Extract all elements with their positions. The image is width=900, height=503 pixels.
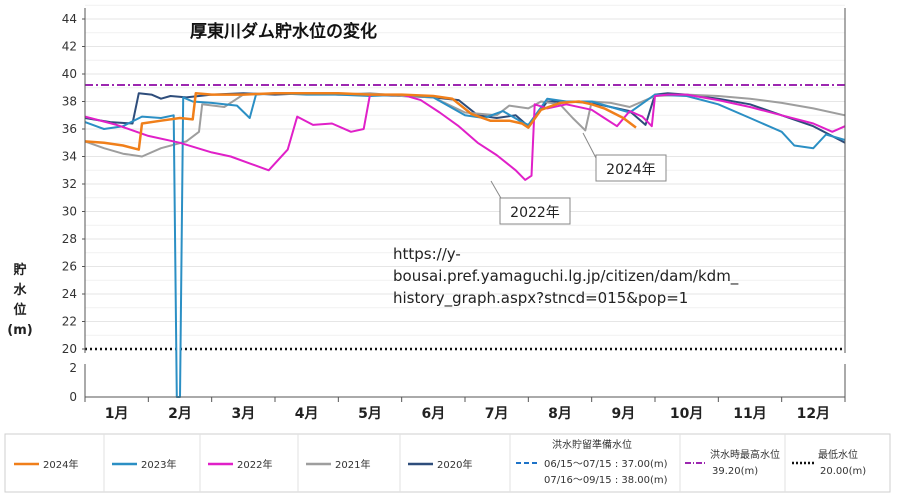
svg-text:20.00(m): 20.00(m): [820, 466, 866, 477]
month-label: 1月: [105, 406, 129, 422]
y-tick-label: 32: [62, 177, 77, 191]
grid-layer: [85, 4, 845, 336]
month-label: 6月: [421, 406, 445, 422]
source-url-line: https://y-: [393, 245, 461, 263]
callout-2022-label: 2022年: [510, 205, 560, 221]
callout-2022: 2022年: [490, 180, 571, 225]
y-tick-label: 24: [62, 287, 77, 301]
legend-item-2020: 2020年: [408, 458, 472, 471]
month-label: 3月: [231, 406, 255, 422]
y-tick-label: 38: [62, 95, 77, 109]
series-line: [84, 92, 846, 144]
y-axis-label-char: 貯: [13, 262, 26, 278]
svg-text:2021年: 2021年: [335, 458, 370, 471]
y-tick-label-lower: 2: [69, 361, 77, 375]
source-url: https://y- bousai.pref.yamaguchi.lg.jp/c…: [393, 245, 739, 308]
axes: 20 22 24 26 28 30 32 34 36 38 40 42 44 0 2 1月 2月 3月 4月 5月 6月…: [62, 8, 846, 422]
legend-item-min-level: 最低水位 20.00(m): [792, 448, 866, 477]
series-line: [84, 91, 637, 151]
svg-text:2023年: 2023年: [141, 458, 176, 471]
svg-text:洪水貯留準備水位: 洪水貯留準備水位: [552, 438, 632, 451]
svg-text:39.20(m): 39.20(m): [712, 466, 758, 477]
legend: 2024年 2023年 2022年 2021年 2020年 洪水貯留準備水位 0…: [4, 433, 891, 493]
reference-lines: [85, 84, 845, 351]
series-lines: [84, 91, 846, 398]
y-tick-label: 36: [62, 122, 77, 136]
y-tick-label: 22: [62, 315, 77, 329]
legend-box: [4, 433, 891, 493]
source-url-line: bousai.pref.yamaguchi.lg.jp/citizen/dam/…: [393, 267, 739, 286]
svg-text:2022年: 2022年: [237, 458, 272, 471]
legend-item-2024: 2024年: [14, 458, 78, 471]
y-tick-label: 26: [62, 260, 77, 274]
legend-item-2021: 2021年: [306, 458, 370, 471]
month-label: 5月: [358, 406, 382, 422]
y-tick-label: 44: [62, 12, 77, 26]
svg-text:07/16～09/15 : 38.00(m): 07/16～09/15 : 38.00(m): [544, 475, 668, 486]
legend-item-2023: 2023年: [112, 458, 176, 471]
series-line: [84, 93, 846, 181]
month-label: 4月: [295, 406, 319, 422]
y-axis-label-char: (m): [7, 323, 32, 338]
y-axis-label-char: 位: [13, 302, 26, 318]
y-tick-label-lower: 0: [69, 390, 77, 404]
y-axis-label-char: 水: [13, 282, 27, 298]
month-label: 11月: [733, 406, 766, 422]
y-tick-label: 42: [62, 40, 77, 54]
legend-item-2022: 2022年: [208, 458, 272, 471]
y-tick-label: 30: [62, 205, 77, 219]
month-label: 8月: [548, 406, 572, 422]
month-label: 9月: [611, 406, 635, 422]
series-line: [84, 92, 846, 398]
callout-2024: 2024年: [582, 132, 667, 182]
legend-item-flood-prep: 洪水貯留準備水位 06/15～07/15 : 37.00(m) 07/16～09…: [516, 438, 668, 486]
svg-text:2024年: 2024年: [43, 458, 78, 471]
svg-text:2020年: 2020年: [437, 458, 472, 471]
svg-text:最低水位: 最低水位: [818, 448, 858, 461]
y-tick-label: 34: [62, 150, 77, 164]
month-label: 10月: [670, 406, 703, 422]
chart-title: 厚東川ダム貯水位の変化: [190, 21, 377, 42]
svg-text:洪水時最高水位: 洪水時最高水位: [710, 448, 780, 461]
callout-2024-label: 2024年: [606, 162, 656, 178]
month-label: 7月: [485, 406, 509, 422]
month-label: 2月: [168, 406, 192, 422]
source-url-line: history_graph.aspx?stncd=015&pop=1: [393, 289, 688, 308]
month-label: 12月: [797, 406, 830, 422]
svg-text:06/15～07/15 : 37.00(m): 06/15～07/15 : 37.00(m): [544, 459, 668, 470]
legend-item-flood-max: 洪水時最高水位 39.20(m): [685, 448, 780, 477]
y-tick-label: 28: [62, 232, 77, 246]
y-axis-label: 貯 水 位 (m): [7, 262, 32, 338]
y-tick-label: 40: [62, 67, 77, 81]
y-tick-label: 20: [62, 342, 77, 356]
